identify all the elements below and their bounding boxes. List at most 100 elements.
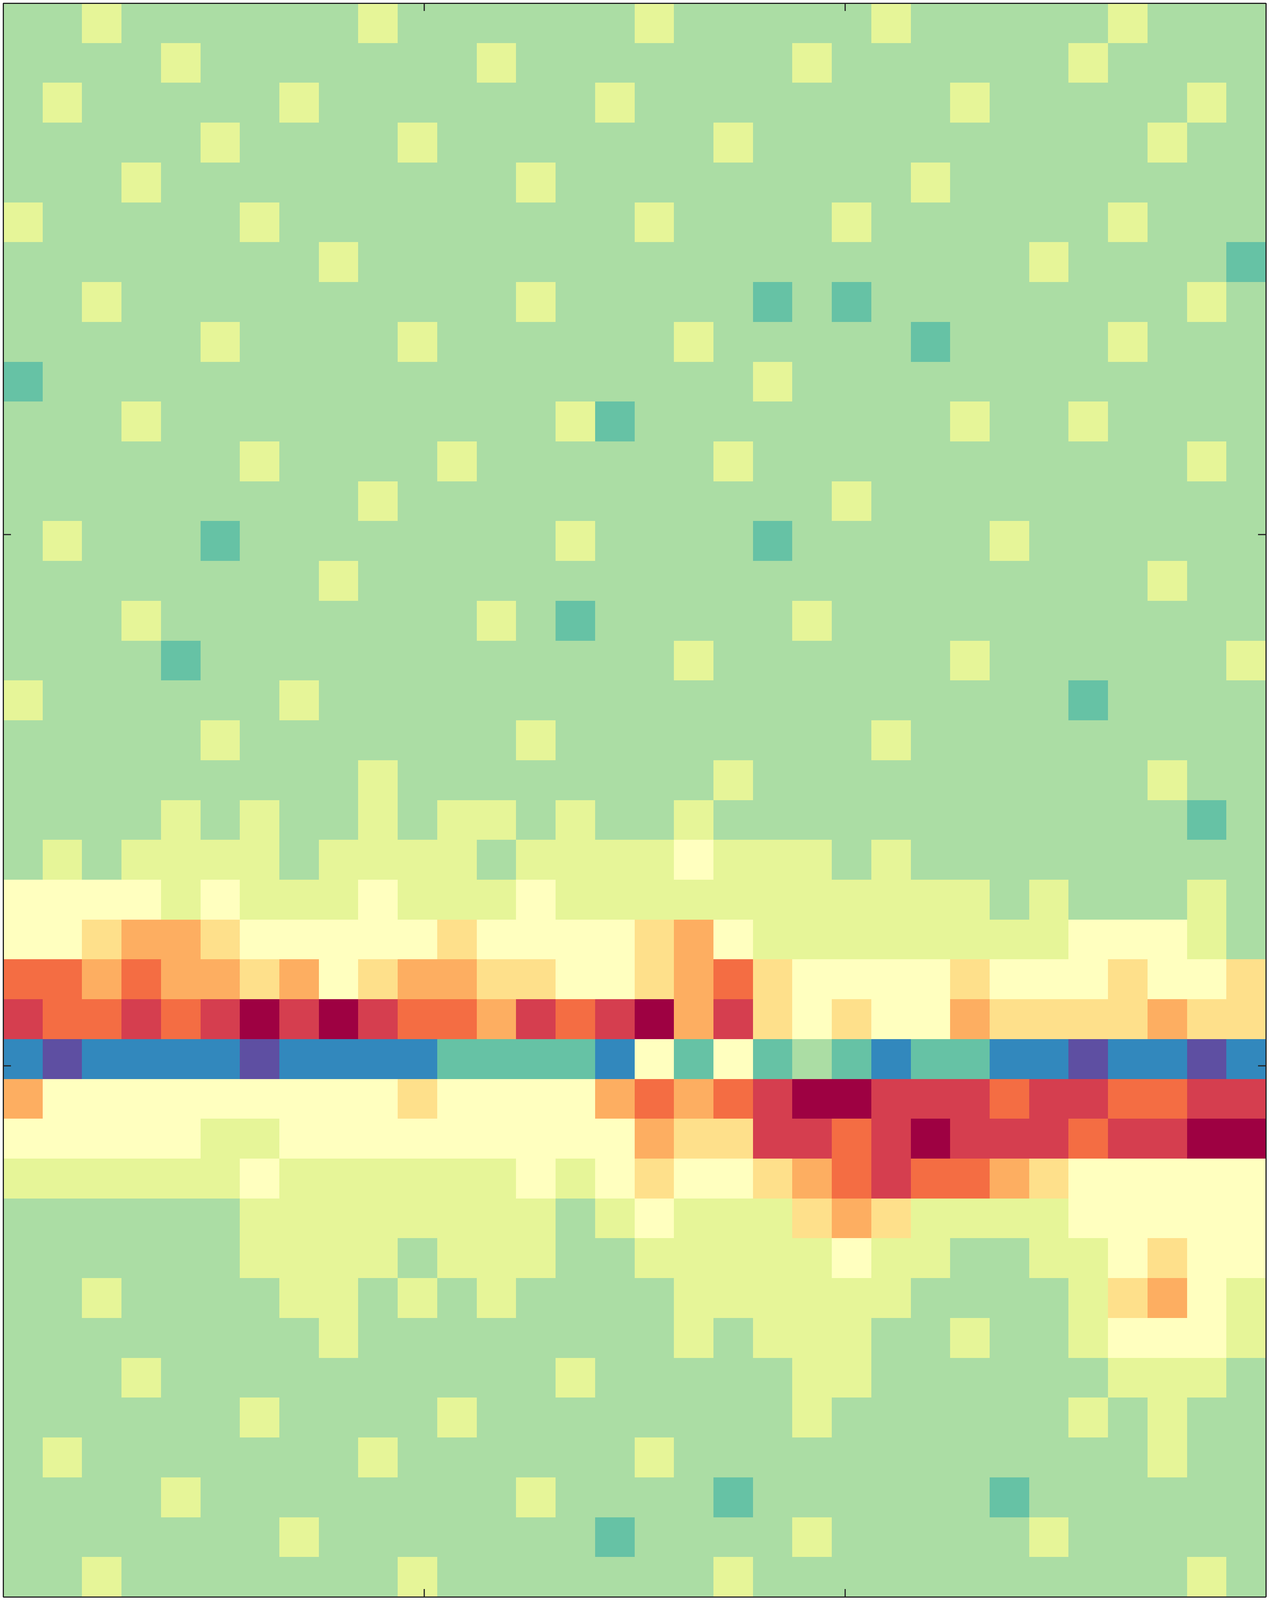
heat-cell xyxy=(42,242,83,283)
heat-cell xyxy=(595,3,635,44)
heat-cell xyxy=(1029,1517,1069,1558)
heat-cell xyxy=(358,401,398,442)
heat-cell xyxy=(713,322,754,363)
heat-cell xyxy=(673,1477,714,1518)
heat-cell xyxy=(279,1118,319,1159)
heat-cell xyxy=(200,959,241,1000)
heat-cell xyxy=(239,322,280,363)
heat-cell xyxy=(753,640,793,681)
heat-cell xyxy=(753,481,793,522)
heat-cell xyxy=(871,1238,911,1279)
heat-cell xyxy=(476,122,517,163)
heat-cell xyxy=(515,3,556,44)
heat-cell xyxy=(279,282,319,323)
heat-cell xyxy=(989,1278,1030,1319)
heat-cell xyxy=(595,1039,635,1080)
heat-cell xyxy=(3,521,43,562)
heat-cell xyxy=(831,401,872,442)
heat-cell xyxy=(1226,1358,1266,1399)
heat-cell xyxy=(476,760,517,801)
heat-cell xyxy=(673,1517,714,1558)
heat-cell xyxy=(1029,401,1069,442)
heat-cell xyxy=(831,1278,872,1319)
heat-cell xyxy=(910,1437,951,1478)
heat-cell xyxy=(1147,202,1188,243)
heat-cell xyxy=(1187,1118,1227,1159)
heat-cell xyxy=(950,839,990,880)
heat-cell xyxy=(200,43,241,84)
chart xyxy=(0,0,1269,1600)
heat-cell xyxy=(279,1557,319,1598)
heat-cell xyxy=(42,1437,83,1478)
heat-cell xyxy=(437,521,477,562)
heat-cell xyxy=(871,3,911,44)
heat-cell xyxy=(753,1318,793,1359)
heat-cell xyxy=(871,680,911,721)
heat-cell xyxy=(200,1557,241,1598)
heat-cell xyxy=(1107,1318,1148,1359)
heat-cell xyxy=(200,1158,241,1199)
heat-cell xyxy=(595,800,635,841)
heat-cell xyxy=(713,640,754,681)
heat-cell xyxy=(1029,640,1069,681)
heat-cell xyxy=(42,282,83,323)
heat-cell xyxy=(318,1079,359,1120)
heat-cell xyxy=(673,1238,714,1279)
heat-cell xyxy=(634,122,675,163)
heat-cell xyxy=(515,1158,556,1199)
heat-cell xyxy=(437,282,477,323)
heat-cell xyxy=(555,1358,596,1399)
heat-cell xyxy=(121,322,162,363)
heat-cell xyxy=(713,1557,754,1598)
heat-cell xyxy=(1107,1437,1148,1478)
heat-cell xyxy=(673,481,714,522)
heat-cell xyxy=(1226,481,1266,522)
heat-cell xyxy=(595,1557,635,1598)
heat-cell xyxy=(397,1079,438,1120)
heat-cell xyxy=(713,43,754,84)
heat-cell xyxy=(673,1039,714,1080)
heat-cell xyxy=(239,601,280,641)
heat-cell xyxy=(476,561,517,602)
heat-cell xyxy=(318,481,359,522)
heat-cell xyxy=(279,760,319,801)
heat-cell xyxy=(397,1437,438,1478)
heat-cell xyxy=(476,521,517,562)
heat-cell xyxy=(279,43,319,84)
heat-cell xyxy=(634,680,675,721)
heat-cell xyxy=(476,1039,517,1080)
heat-cell xyxy=(792,919,832,960)
heat-cell xyxy=(121,561,162,602)
heat-cell xyxy=(713,1517,754,1558)
heat-cell xyxy=(279,1039,319,1080)
heat-cell xyxy=(792,122,832,163)
heat-cell xyxy=(3,202,43,243)
heat-cell xyxy=(1029,1318,1069,1359)
heat-cell xyxy=(1029,362,1069,402)
heat-cell xyxy=(239,401,280,442)
heat-cell xyxy=(515,1079,556,1120)
heat-cell xyxy=(595,162,635,203)
heat-cell xyxy=(42,1397,83,1438)
heat-cell xyxy=(318,640,359,681)
heat-cell xyxy=(1147,242,1188,283)
heat-cell xyxy=(713,401,754,442)
heat-cell xyxy=(634,242,675,283)
heat-cell xyxy=(200,322,241,363)
heat-cell xyxy=(1226,202,1266,243)
heat-cell xyxy=(1068,601,1108,641)
heat-cell xyxy=(673,919,714,960)
heat-cell xyxy=(1147,1557,1188,1598)
heat-cell xyxy=(1187,1477,1227,1518)
heat-cell xyxy=(318,720,359,761)
heat-cell xyxy=(515,202,556,243)
heat-cell xyxy=(476,1557,517,1598)
heat-cell xyxy=(1226,362,1266,402)
heat-cell xyxy=(792,561,832,602)
heat-cell xyxy=(1107,282,1148,323)
heat-cell xyxy=(161,282,201,323)
heat-cell xyxy=(1107,680,1148,721)
heat-cell xyxy=(476,362,517,402)
heat-cell xyxy=(792,1118,832,1159)
heat-cell xyxy=(397,640,438,681)
